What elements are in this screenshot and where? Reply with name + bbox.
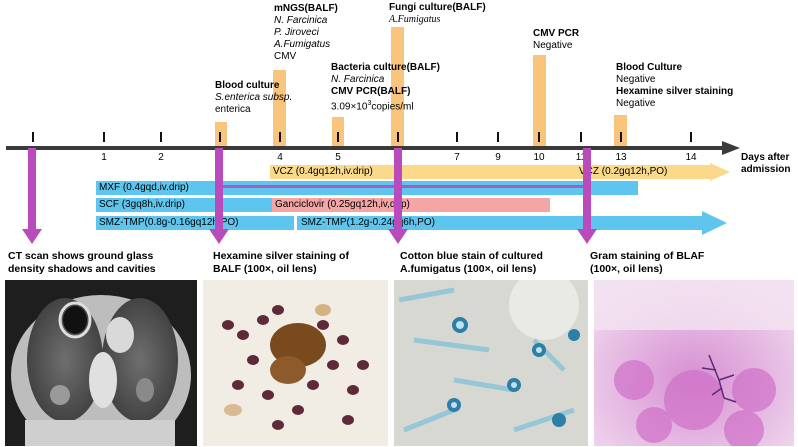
caption-ct: CT scan shows ground glass density shado…: [8, 250, 156, 276]
caption-cotton: Cotton blue stain of cultured A.fumigatu…: [400, 250, 543, 276]
caption-gram: Gram staining of BLAF (100×, oil lens): [590, 250, 704, 276]
cmv-balf-value-unit: copies/ml: [371, 101, 414, 113]
final-tests-block: Blood Culture Negative Hexamine silver s…: [616, 62, 733, 110]
smz1-label: SMZ-TMP(0.8g-0.16gq12h,PO): [99, 217, 239, 228]
event-bar-day10: [533, 55, 546, 148]
caption-ct-line1: CT scan shows ground glass: [8, 250, 154, 262]
axis-tick: [219, 132, 221, 142]
timeline-axis: [6, 141, 740, 155]
day-label: 11: [575, 152, 587, 163]
axis-tick: [456, 132, 458, 142]
day-label: 13: [615, 152, 627, 163]
axis-tick: [397, 132, 399, 142]
event-bar-day13: [614, 115, 627, 148]
axis-tick: [103, 132, 105, 142]
day-label: 9: [495, 152, 501, 163]
mngs-item: A.Fumigatus: [274, 39, 331, 50]
day-label: 1: [101, 152, 107, 163]
hexamine-stain-image: [203, 280, 388, 446]
caption-gram-line2: (100×, oil lens): [590, 263, 663, 275]
mngs-item: CMV: [274, 51, 297, 62]
mxf-label: MXF (0.4gqd,iv.drip): [99, 182, 189, 193]
ct-scan-image: [5, 280, 197, 446]
hexamine-title: Hexamine silver staining: [616, 86, 734, 97]
mngs-block: mNGS(BALF) N. Farcinica P. Jiroveci A.Fu…: [274, 3, 338, 63]
ganciclovir-label: Ganciclovir (0.25gq12h,iv,drip): [275, 199, 410, 210]
event-bar-day3: [215, 122, 227, 148]
fungi-title: Fungi culture(BALF): [389, 2, 486, 13]
fungi-item: A.Fumigatus: [389, 14, 441, 25]
vcz-arrow: [270, 163, 730, 181]
axis-title-line2: admission: [741, 164, 791, 175]
cmv-pcr-title: CMV PCR: [533, 28, 580, 39]
blood-culture-item: enterica: [215, 104, 251, 115]
caption-gram-line1: Gram staining of BLAF: [590, 250, 705, 262]
event-bar-day4: [273, 70, 286, 148]
event-bar-day6: [391, 27, 404, 148]
caption-hexamine-line2: BALF (100×, oil lens): [213, 263, 317, 275]
caption-hexamine-line1: Hexamine silver staining of: [213, 250, 349, 262]
caption-cotton-line1: Cotton blue stain of cultured: [400, 250, 543, 262]
cmv-balf-title: CMV PCR(BALF): [331, 86, 411, 97]
scf-label: SCF (3gq8h,iv.drip): [99, 199, 185, 210]
cmv-balf-value: 3.09×103copies/ml: [331, 98, 440, 113]
mngs-item: P. Jiroveci: [274, 27, 319, 38]
smz1-bar: SMZ-TMP(0.8g-0.16gq12h,PO): [96, 216, 294, 230]
cmv-pcr-result: Negative: [533, 40, 573, 51]
axis-tick: [620, 132, 622, 142]
day-label: 4: [277, 152, 283, 163]
bacteria-block: Bacteria culture(BALF) N. Farcinica CMV …: [331, 62, 440, 113]
axis-tick: [497, 132, 499, 142]
connector-arrows: [22, 148, 597, 244]
vcz-iv-label: VCZ (0.4gq12h,iv.drip): [273, 166, 373, 177]
day-label: 7: [454, 152, 460, 163]
ganciclovir-bar: Ganciclovir (0.25gq12h,iv,drip): [272, 198, 550, 212]
scf-bar: SCF (3gq8h,iv.drip): [96, 198, 272, 212]
hexamine-result: Negative: [616, 98, 656, 109]
bacteria-title: Bacteria culture(BALF): [331, 62, 440, 73]
gram-stain-image: [594, 280, 794, 446]
blood-culture-block: Blood culture S.enterica subsp. enterica: [215, 80, 292, 116]
vcz-po-label: VCZ (0.2gq12h,PO): [579, 166, 668, 177]
day-label: 14: [685, 152, 697, 163]
axis-tick: [337, 132, 339, 142]
day-label: 10: [533, 152, 545, 163]
blood-culture-title: Blood culture: [215, 80, 280, 91]
axis-tick: [160, 132, 162, 142]
cmv-balf-value-exp: 3: [367, 100, 372, 107]
blood-culture-item: S.enterica subsp.: [215, 92, 293, 103]
axis-tick: [538, 132, 540, 142]
day-label: 5: [335, 152, 341, 163]
fungi-block: Fungi culture(BALF) A.Fumigatus: [389, 2, 486, 26]
caption-cotton-line2: A.fumigatus (100×, oil lens): [400, 263, 537, 275]
axis-tick: [690, 132, 692, 142]
bacteria-item: N. Farcinica: [331, 74, 385, 85]
cmv-pcr-block: CMV PCR Negative: [533, 28, 579, 52]
mngs-item: N. Farcinica: [274, 15, 328, 26]
cotton-blue-stain-image: [394, 280, 588, 446]
axis-title: Days after admission: [741, 152, 790, 176]
axis-tick: [580, 132, 582, 142]
axis-tick: [279, 132, 281, 142]
day-label: 2: [158, 152, 164, 163]
caption-hexamine: Hexamine silver staining of BALF (100×, …: [213, 250, 349, 276]
axis-title-line1: Days after: [741, 152, 790, 163]
blood-culture2-result: Negative: [616, 74, 656, 85]
caption-ct-line2: density shadows and cavities: [8, 263, 156, 275]
axis-tick: [32, 132, 34, 142]
smz2-label: SMZ-TMP(1.2g-0.24gq6h,PO): [301, 217, 435, 228]
mngs-title: mNGS(BALF): [274, 3, 338, 14]
cmv-balf-value-base: 3.09×10: [331, 101, 368, 113]
blood-culture2-title: Blood Culture: [616, 62, 683, 73]
